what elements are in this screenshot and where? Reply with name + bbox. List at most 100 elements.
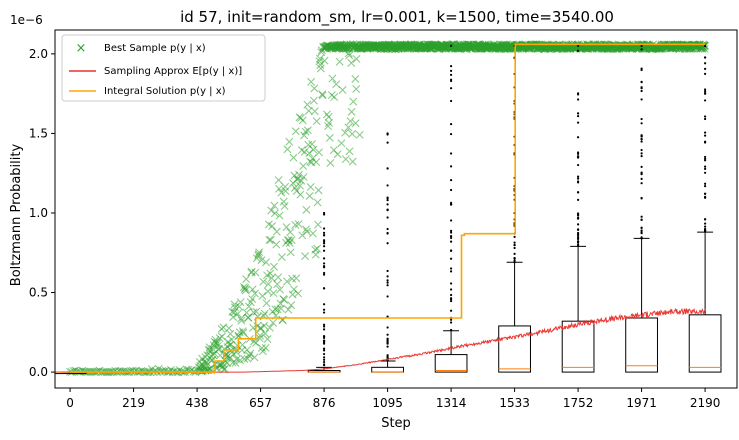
boxplot-outlier bbox=[576, 121, 580, 124]
boxplot-outlier bbox=[576, 152, 580, 156]
best-sample-point bbox=[345, 147, 354, 156]
x-tick-label: 1971 bbox=[626, 396, 657, 410]
boxplot-outlier bbox=[576, 231, 580, 235]
best-sample-point bbox=[295, 181, 304, 190]
best-sample-point bbox=[328, 74, 337, 83]
boxplot-outlier bbox=[640, 48, 643, 51]
best-sample-point bbox=[302, 227, 311, 236]
best-sample-point bbox=[286, 248, 295, 257]
best-sample-point bbox=[276, 285, 285, 294]
boxplot-outlier bbox=[322, 249, 326, 252]
best-sample-point bbox=[244, 302, 253, 311]
best-sample-point bbox=[308, 229, 317, 238]
boxplot-outlier bbox=[449, 229, 453, 232]
best-sample-point bbox=[351, 74, 360, 83]
boxplot-outlier bbox=[449, 282, 453, 285]
best-sample-point bbox=[314, 220, 323, 229]
boxplot-outlier bbox=[576, 175, 580, 178]
boxplot-outlier bbox=[449, 203, 453, 206]
boxplot-outlier bbox=[704, 155, 707, 159]
boxplot-outlier bbox=[704, 218, 707, 221]
best-sample-point bbox=[269, 262, 278, 271]
boxplot-outlier bbox=[449, 288, 453, 291]
boxplot-outlier bbox=[576, 93, 580, 96]
best-sample-point bbox=[348, 157, 357, 166]
boxplot-outlier bbox=[704, 159, 707, 162]
boxplot-outlier bbox=[704, 99, 707, 102]
boxplot-outlier bbox=[576, 223, 580, 226]
best-sample-point bbox=[330, 92, 339, 101]
integral-solution-layer bbox=[70, 43, 706, 373]
boxplot-outlier bbox=[386, 341, 389, 344]
boxplot-box bbox=[561, 320, 595, 373]
boxplot-outlier bbox=[576, 228, 580, 232]
boxplot-outlier bbox=[322, 308, 326, 311]
best-sample-point bbox=[295, 170, 304, 179]
boxplot-outlier bbox=[576, 163, 580, 167]
legend-item-best-sample: × Best Sample p(y | x) bbox=[76, 41, 206, 56]
boxplot-outlier bbox=[704, 229, 707, 232]
best-sample-point bbox=[275, 184, 284, 193]
best-sample-point bbox=[255, 334, 264, 343]
best-sample-point bbox=[242, 275, 251, 284]
best-sample-point bbox=[235, 302, 244, 311]
boxplot-outlier bbox=[704, 171, 707, 174]
x-tick-label: 657 bbox=[249, 396, 272, 410]
best-sample-point bbox=[300, 147, 309, 156]
best-sample-point bbox=[242, 308, 251, 317]
boxplot-outlier bbox=[449, 321, 453, 324]
boxplot-outlier bbox=[576, 44, 580, 48]
best-sample-point bbox=[346, 117, 355, 126]
boxplot-outlier bbox=[386, 295, 389, 298]
best-sample-point bbox=[269, 318, 278, 327]
x-axis-label: Step bbox=[381, 416, 411, 431]
boxplot-outlier bbox=[704, 67, 707, 70]
best-sample-point bbox=[294, 220, 303, 229]
boxplot-outlier bbox=[640, 229, 643, 232]
boxplot-outlier bbox=[386, 184, 389, 187]
best-sample-point bbox=[277, 253, 286, 262]
boxplot-outlier bbox=[386, 356, 389, 359]
legend-label-sampling-approx: Sampling Approx E[p(y | x)] bbox=[104, 66, 242, 77]
y-tick-label: 1.0 bbox=[29, 206, 48, 220]
best-sample-point bbox=[280, 201, 289, 210]
best-sample-point bbox=[257, 256, 266, 265]
best-sample-point bbox=[272, 240, 281, 249]
boxplot-outlier bbox=[640, 89, 643, 93]
best-sample-point bbox=[301, 127, 310, 136]
x-tick-label: 438 bbox=[186, 396, 209, 410]
boxplot-outlier bbox=[640, 171, 643, 174]
boxplot-outlier bbox=[449, 87, 453, 90]
boxplot-outlier bbox=[704, 157, 707, 160]
boxplot-outlier bbox=[640, 137, 643, 141]
best-sample-point bbox=[324, 112, 333, 121]
boxplot-outlier bbox=[640, 177, 643, 180]
best-sample-point bbox=[302, 205, 311, 214]
boxplot-layer bbox=[55, 44, 722, 375]
best-sample-point bbox=[233, 309, 242, 318]
boxplot-outlier bbox=[513, 243, 516, 247]
best-sample-point bbox=[312, 158, 321, 167]
best-sample-point bbox=[309, 96, 318, 105]
best-sample-point bbox=[313, 244, 322, 253]
boxplot-outlier bbox=[449, 249, 453, 252]
boxplot-outlier bbox=[640, 173, 643, 176]
best-sample-point bbox=[287, 301, 296, 310]
best-sample-point bbox=[259, 277, 268, 286]
best-sample-point bbox=[303, 100, 312, 109]
best-sample-point bbox=[260, 309, 269, 318]
boxplot-outlier bbox=[386, 333, 389, 336]
best-sample-point bbox=[268, 222, 277, 231]
boxplot-outlier bbox=[576, 180, 580, 183]
best-sample-point bbox=[301, 252, 310, 261]
best-sample-point bbox=[351, 119, 360, 128]
best-sample-point bbox=[310, 107, 319, 116]
x-axis-ticks: 0 219 438 657 876 1095 1314 1533 1752 1971 2190 bbox=[66, 388, 720, 410]
best-sample-point bbox=[337, 139, 346, 148]
best-sample-point bbox=[344, 123, 353, 132]
best-sample-point bbox=[282, 277, 291, 286]
legend: × Best Sample p(y | x) Sampling Approx E… bbox=[61, 34, 266, 102]
boxplot-outlier bbox=[640, 226, 643, 229]
best-sample-point bbox=[296, 190, 305, 199]
